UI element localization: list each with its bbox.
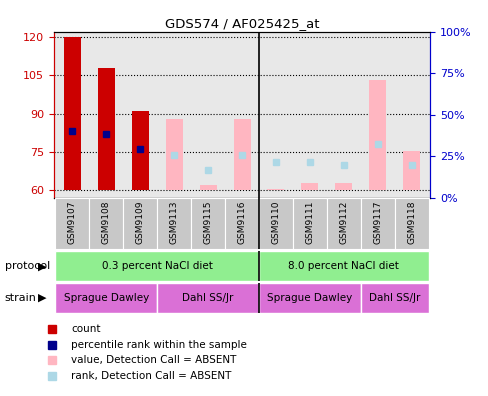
Text: GSM9113: GSM9113 [169, 200, 178, 244]
Bar [259, 198, 292, 249]
Text: Dahl SS/Jr: Dahl SS/Jr [182, 293, 233, 303]
Bar [259, 251, 428, 281]
Text: GSM9115: GSM9115 [203, 200, 212, 244]
Bar [368, 80, 386, 190]
Bar [360, 198, 394, 249]
Text: rank, Detection Call = ABSENT: rank, Detection Call = ABSENT [71, 371, 231, 381]
Bar [64, 37, 81, 190]
Text: Sprague Dawley: Sprague Dawley [267, 293, 352, 303]
Bar [394, 198, 428, 249]
Text: GSM9110: GSM9110 [271, 200, 280, 244]
Bar [98, 67, 115, 190]
Bar [292, 198, 326, 249]
Text: GSM9112: GSM9112 [339, 200, 347, 244]
Bar [55, 251, 259, 281]
Text: ▶: ▶ [38, 261, 46, 271]
Text: ▶: ▶ [38, 293, 46, 303]
Text: GSM9109: GSM9109 [136, 200, 144, 244]
Bar [55, 283, 157, 313]
Bar [165, 119, 183, 190]
Bar [224, 198, 259, 249]
Bar [132, 111, 148, 190]
Bar [191, 198, 224, 249]
Bar [259, 283, 360, 313]
Bar [267, 189, 284, 190]
Bar [335, 183, 351, 190]
Title: GDS574 / AF025425_at: GDS574 / AF025425_at [164, 17, 319, 30]
Text: GSM9118: GSM9118 [407, 200, 415, 244]
Text: count: count [71, 324, 101, 334]
Text: GSM9117: GSM9117 [372, 200, 382, 244]
Bar [199, 185, 216, 190]
Bar [301, 183, 318, 190]
Text: protocol: protocol [5, 261, 50, 271]
Bar [360, 283, 428, 313]
Text: Dahl SS/Jr: Dahl SS/Jr [368, 293, 420, 303]
Text: 0.3 percent NaCl diet: 0.3 percent NaCl diet [102, 261, 212, 271]
Text: GSM9108: GSM9108 [102, 200, 111, 244]
Text: strain: strain [5, 293, 37, 303]
Text: GSM9107: GSM9107 [68, 200, 77, 244]
Text: Sprague Dawley: Sprague Dawley [63, 293, 149, 303]
Bar [326, 198, 360, 249]
Bar [89, 198, 123, 249]
Bar [123, 198, 157, 249]
Bar [233, 119, 250, 190]
Text: value, Detection Call = ABSENT: value, Detection Call = ABSENT [71, 355, 236, 366]
Text: GSM9116: GSM9116 [237, 200, 246, 244]
Text: 8.0 percent NaCl diet: 8.0 percent NaCl diet [288, 261, 398, 271]
Bar [157, 283, 259, 313]
Bar [403, 150, 419, 190]
Text: GSM9111: GSM9111 [305, 200, 314, 244]
Bar [157, 198, 191, 249]
Bar [55, 198, 89, 249]
Text: percentile rank within the sample: percentile rank within the sample [71, 339, 246, 350]
